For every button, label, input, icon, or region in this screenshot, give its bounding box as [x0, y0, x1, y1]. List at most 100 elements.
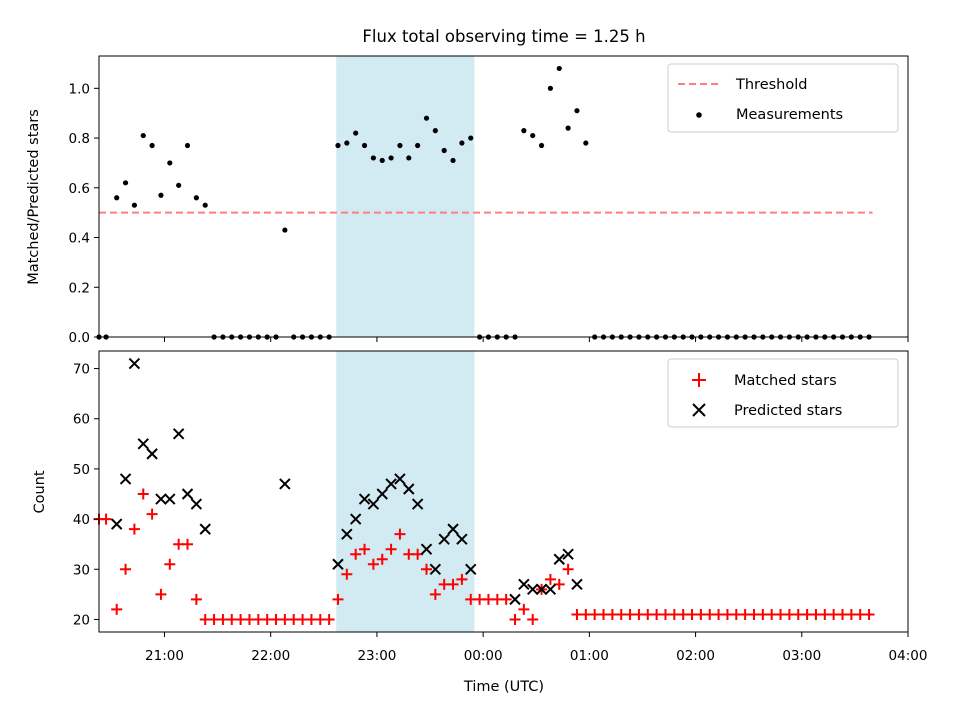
measurement-point — [131, 202, 138, 208]
x-tick-label: 04:00 — [889, 648, 928, 664]
y-tick-label: 20 — [73, 612, 90, 628]
matched-star-point — [562, 563, 574, 575]
predicted-star-point — [518, 578, 530, 591]
measurement-point — [397, 142, 403, 149]
measurement-point — [344, 140, 350, 146]
y-tick-label: 30 — [73, 562, 90, 578]
matched-star-point — [190, 593, 202, 605]
matched-star-point — [155, 588, 167, 600]
matched-star-point — [323, 613, 335, 625]
y-tick-label: 70 — [73, 362, 90, 378]
matched-star-point — [146, 508, 158, 520]
predicted-star-point — [420, 543, 433, 555]
y-tick-label: 0.0 — [69, 330, 90, 346]
measurement-point — [282, 227, 288, 233]
predicted-star-point — [456, 533, 468, 545]
bottom-x-ticks: 21:00 22:00 23:00 00:00 01:00 02:00 03:00 04:00 — [145, 632, 927, 664]
predicted-star-point — [544, 583, 557, 596]
top-legend: Threshold Measurements — [667, 63, 899, 133]
legend-matched-label: Matched stars — [734, 373, 837, 389]
matched-star-point — [359, 543, 371, 555]
predicted-star-point — [181, 488, 194, 500]
predicted-star-point — [535, 583, 548, 596]
measurement-point — [114, 195, 120, 201]
predicted-star-point — [527, 583, 539, 596]
predicted-star-point — [332, 558, 344, 570]
measurement-point — [423, 115, 430, 121]
x-tick-label: 01:00 — [570, 648, 609, 664]
measurement-point — [530, 132, 536, 139]
measurement-point — [583, 140, 589, 146]
predicted-star-point — [403, 483, 415, 495]
measurement-point — [370, 155, 376, 161]
x-axis-label: Time (UTC) — [463, 679, 544, 695]
count-points — [93, 357, 875, 625]
predicted-star-point — [199, 523, 211, 535]
predicted-star-point — [110, 518, 123, 530]
x-tick-label: 03:00 — [782, 648, 821, 664]
predicted-star-point — [385, 478, 397, 490]
predicted-star-point — [438, 533, 450, 545]
y-tick-label: 0.2 — [69, 280, 90, 296]
y-tick-label: 60 — [73, 412, 90, 428]
matched-star-point — [111, 603, 123, 615]
matched-star-point — [863, 608, 875, 620]
matched-star-point — [385, 543, 397, 555]
predicted-star-point — [349, 513, 362, 525]
predicted-star-point — [465, 563, 477, 575]
measurement-point — [432, 128, 438, 134]
x-tick-label: 21:00 — [145, 648, 184, 664]
y-tick-label: 0.6 — [69, 181, 90, 197]
predicted-star-point — [146, 448, 158, 460]
matched-star-point — [527, 613, 539, 625]
matched-star-point — [341, 568, 353, 580]
measurement-point — [415, 142, 421, 149]
matched-star-point — [553, 578, 565, 590]
x-tick-label: 22:00 — [251, 648, 290, 664]
legend-threshold-label: Threshold — [735, 77, 807, 93]
measurement-point — [441, 147, 447, 154]
matched-star-point — [137, 488, 149, 500]
measurement-point — [167, 160, 173, 166]
predicted-star-point — [190, 498, 203, 510]
predicted-star-point — [172, 428, 185, 440]
predicted-star-point — [341, 528, 353, 540]
bottom-plot-frame — [98, 350, 909, 633]
predicted-star-point — [367, 498, 380, 510]
matched-star-point — [128, 523, 140, 535]
matched-star-point — [367, 558, 379, 570]
predicted-star-point — [155, 493, 167, 505]
measurement-point — [193, 195, 199, 201]
bottom-legend: Matched stars Predicted stars — [667, 358, 899, 428]
bottom-legend-box — [667, 358, 899, 428]
measurement-point — [176, 182, 182, 188]
measurement-point — [547, 85, 554, 91]
measurement-point — [406, 155, 412, 161]
legend-measurement-label: Measurements — [736, 107, 843, 123]
predicted-star-point — [553, 553, 565, 565]
matched-star-point — [394, 528, 406, 540]
y-tick-label: 0.8 — [69, 131, 90, 147]
bottom-y-ticks: 20 30 40 50 60 70 — [73, 362, 99, 628]
top-x-ticks — [163, 337, 909, 342]
matched-star-point — [429, 588, 441, 600]
observing-span-top — [336, 56, 475, 337]
matched-star-point — [420, 563, 432, 575]
measurement-point — [335, 142, 341, 149]
top-y-ticks: 0.0 0.2 0.4 0.6 0.8 1.0 — [69, 81, 99, 346]
matched-star-point — [100, 513, 112, 525]
matched-star-point — [447, 578, 459, 590]
measurement-point — [184, 142, 191, 149]
predicted-star-point — [411, 498, 424, 510]
measurement-point — [556, 65, 562, 72]
matched-star-point — [412, 548, 424, 560]
measurement-point — [565, 125, 571, 131]
measurement-point — [353, 130, 359, 136]
legend-measurement-swatch — [696, 112, 702, 118]
matched-star-point — [332, 593, 344, 605]
matched-star-point — [182, 538, 194, 550]
predicted-star-point — [429, 563, 442, 575]
y-tick-label: 50 — [73, 462, 90, 478]
measurement-point — [538, 142, 545, 149]
